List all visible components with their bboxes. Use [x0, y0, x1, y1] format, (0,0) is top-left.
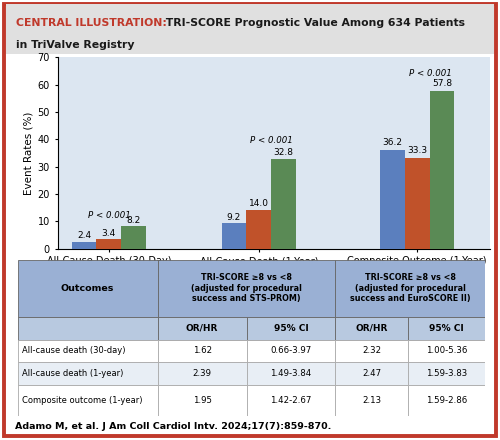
Text: 1.00-5.36: 1.00-5.36 — [426, 346, 467, 356]
Text: CENTRAL ILLUSTRATION:: CENTRAL ILLUSTRATION: — [16, 18, 167, 28]
Text: 8.2: 8.2 — [126, 216, 141, 224]
Bar — [96, 239, 122, 249]
FancyBboxPatch shape — [158, 362, 246, 385]
FancyBboxPatch shape — [158, 340, 246, 362]
FancyBboxPatch shape — [246, 362, 336, 385]
FancyBboxPatch shape — [158, 260, 336, 317]
Text: 1.62: 1.62 — [192, 346, 212, 356]
FancyBboxPatch shape — [408, 340, 485, 362]
Text: 57.8: 57.8 — [432, 79, 452, 88]
Y-axis label: Event Rates (%): Event Rates (%) — [24, 111, 34, 194]
Text: P < 0.001: P < 0.001 — [408, 69, 452, 78]
Text: 95% CI: 95% CI — [274, 324, 308, 333]
Text: TRI-SCORE Prognostic Value Among 634 Patients: TRI-SCORE Prognostic Value Among 634 Pat… — [162, 18, 465, 28]
Text: 2.47: 2.47 — [362, 369, 381, 378]
Text: 14.0: 14.0 — [249, 199, 269, 208]
FancyBboxPatch shape — [336, 317, 408, 340]
FancyBboxPatch shape — [408, 385, 485, 416]
Text: 2.13: 2.13 — [362, 396, 381, 405]
FancyBboxPatch shape — [408, 362, 485, 385]
Bar — [271, 159, 296, 249]
FancyBboxPatch shape — [158, 385, 246, 416]
FancyBboxPatch shape — [336, 385, 408, 416]
Text: TRI-SCORE ≥8 vs <8
(adjusted for procedural
success and EuroSCORE II): TRI-SCORE ≥8 vs <8 (adjusted for procedu… — [350, 273, 470, 303]
Text: 1.59-2.86: 1.59-2.86 — [426, 396, 467, 405]
FancyBboxPatch shape — [158, 317, 246, 340]
Text: 1.95: 1.95 — [192, 396, 212, 405]
Text: in TriValve Registry: in TriValve Registry — [16, 40, 134, 50]
Text: 95% CI: 95% CI — [429, 324, 464, 333]
FancyBboxPatch shape — [18, 362, 158, 385]
FancyBboxPatch shape — [336, 340, 408, 362]
FancyBboxPatch shape — [246, 385, 336, 416]
Text: 1.42-2.67: 1.42-2.67 — [270, 396, 312, 405]
Text: P < 0.001: P < 0.001 — [88, 211, 130, 220]
Bar — [430, 91, 454, 249]
Text: Adamo M, et al. J Am Coll Cardiol Intv. 2024;17(7):859-870.: Adamo M, et al. J Am Coll Cardiol Intv. … — [15, 422, 332, 431]
Text: 9.2: 9.2 — [227, 213, 241, 222]
Text: 36.2: 36.2 — [382, 139, 402, 147]
Text: OR/HR: OR/HR — [186, 324, 218, 333]
Text: Outcomes: Outcomes — [61, 284, 114, 293]
Text: OR/HR: OR/HR — [356, 324, 388, 333]
Text: 32.8: 32.8 — [274, 148, 293, 157]
Text: 2.4: 2.4 — [77, 231, 91, 240]
FancyBboxPatch shape — [18, 340, 158, 362]
Text: 1.49-3.84: 1.49-3.84 — [270, 369, 312, 378]
Text: TRI-SCORE ≥8 vs <8
(adjusted for procedural
success and STS-PROM): TRI-SCORE ≥8 vs <8 (adjusted for procedu… — [191, 273, 302, 303]
FancyBboxPatch shape — [18, 260, 158, 317]
FancyBboxPatch shape — [18, 385, 158, 416]
Bar — [72, 242, 96, 249]
Bar — [222, 224, 246, 249]
Text: P < 0.001: P < 0.001 — [250, 136, 293, 145]
FancyBboxPatch shape — [336, 260, 485, 317]
Bar — [380, 150, 405, 249]
Bar — [246, 210, 271, 249]
FancyBboxPatch shape — [246, 340, 336, 362]
Text: 2.32: 2.32 — [362, 346, 381, 356]
FancyBboxPatch shape — [336, 362, 408, 385]
FancyBboxPatch shape — [246, 317, 336, 340]
Text: 2.39: 2.39 — [192, 369, 212, 378]
Legend: TRI-SCORE 0-5, TRI-SCORE 6-7, TRI-SCORE 8-12: TRI-SCORE 0-5, TRI-SCORE 6-7, TRI-SCORE … — [124, 271, 380, 286]
Text: All-cause death (30-day): All-cause death (30-day) — [22, 346, 126, 356]
Text: 0.66-3.97: 0.66-3.97 — [270, 346, 312, 356]
Text: 33.3: 33.3 — [407, 147, 428, 155]
FancyBboxPatch shape — [6, 4, 494, 54]
Text: 1.59-3.83: 1.59-3.83 — [426, 369, 467, 378]
FancyBboxPatch shape — [408, 317, 485, 340]
Text: 3.4: 3.4 — [102, 229, 116, 238]
FancyBboxPatch shape — [18, 317, 158, 340]
Text: Composite outcome (1-year): Composite outcome (1-year) — [22, 396, 142, 405]
Bar — [405, 158, 429, 249]
Text: All-cause death (1-year): All-cause death (1-year) — [22, 369, 124, 378]
Bar — [122, 226, 146, 249]
